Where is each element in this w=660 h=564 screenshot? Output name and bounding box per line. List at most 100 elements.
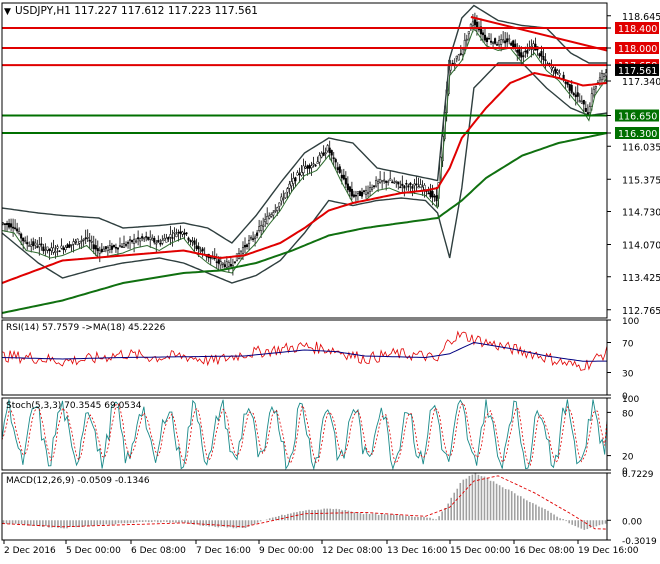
candle-body xyxy=(135,240,138,243)
candle-body xyxy=(106,247,109,251)
candle-body xyxy=(584,107,587,112)
candle-body xyxy=(336,167,339,171)
candle-body xyxy=(381,180,384,182)
candle-body xyxy=(78,241,81,244)
candle-body xyxy=(175,233,178,237)
candle-body xyxy=(116,247,120,250)
candle-body xyxy=(504,40,507,44)
candle-body xyxy=(16,228,19,232)
candle-body xyxy=(492,42,495,44)
candle-body xyxy=(169,234,172,238)
candle-body xyxy=(481,32,485,36)
candle-body xyxy=(100,248,103,252)
candle-body xyxy=(461,49,464,55)
candle-body xyxy=(72,241,75,245)
candle-body xyxy=(362,190,366,192)
candle-body xyxy=(538,53,541,57)
candle-body xyxy=(195,245,198,249)
candle-body xyxy=(494,38,497,44)
candle-body xyxy=(435,195,438,202)
candle-body xyxy=(496,44,499,46)
candle-body xyxy=(338,166,341,173)
candle-body xyxy=(576,92,579,97)
rsi-tick-label: 70 xyxy=(622,340,634,350)
candle-body xyxy=(473,19,476,26)
candle-body xyxy=(510,42,513,46)
candle-body xyxy=(417,186,420,189)
level-price-label-bg xyxy=(615,22,659,34)
candle-body xyxy=(421,186,424,191)
candle-body xyxy=(324,152,327,155)
candle-body xyxy=(556,70,559,73)
candle-body xyxy=(479,26,483,35)
candle-body xyxy=(239,250,243,256)
candle-body xyxy=(24,240,27,242)
candle-body xyxy=(282,198,285,200)
candle-body xyxy=(296,172,299,176)
candle-body xyxy=(187,237,190,241)
candle-body xyxy=(3,223,7,226)
candle-body xyxy=(179,231,182,234)
candle-body xyxy=(155,242,158,245)
rsi-ma-line xyxy=(1,341,607,362)
candle-body xyxy=(52,247,55,253)
candle-body xyxy=(314,164,317,167)
candle-body xyxy=(44,249,47,251)
y-tick-label: 114.070 xyxy=(622,241,660,252)
macd-label: MACD(12,26,9) -0.0509 -0.1346 xyxy=(6,476,150,486)
candle-body xyxy=(250,237,253,240)
candle-body xyxy=(304,166,307,169)
candle-body xyxy=(38,244,41,248)
candle-body xyxy=(28,245,31,247)
candle-body xyxy=(375,179,378,187)
candle-body xyxy=(308,165,311,169)
candle-body xyxy=(108,245,111,250)
candle-body xyxy=(326,145,329,152)
candle-body xyxy=(60,245,63,249)
candle-body xyxy=(371,187,374,190)
candle-body xyxy=(588,106,591,113)
candle-body xyxy=(485,37,489,43)
candle-body xyxy=(403,185,406,189)
stoch-tick-label: 0 xyxy=(622,467,628,477)
candle-body xyxy=(542,55,545,60)
candle-body xyxy=(566,82,569,85)
candle-body xyxy=(256,232,259,236)
candle-body xyxy=(120,246,124,248)
candle-body xyxy=(487,38,491,40)
candle-body xyxy=(552,67,555,72)
x-tick-label: 15 Dec 00:00 xyxy=(450,546,511,556)
candle-body xyxy=(131,240,134,243)
candle-body xyxy=(526,50,529,54)
candle-body xyxy=(568,83,571,91)
candle-body xyxy=(270,214,273,217)
red-moving-average-line xyxy=(1,71,608,284)
candle-body xyxy=(159,242,162,245)
y-tick-label: 112.765 xyxy=(622,306,660,317)
candle-body xyxy=(294,177,297,182)
macd-signal-line xyxy=(1,475,608,530)
rsi-tick-label: 30 xyxy=(622,370,634,380)
candle-body xyxy=(20,233,23,239)
candle-body xyxy=(594,85,597,89)
candle-body xyxy=(124,244,128,246)
triangle-down-icon[interactable]: ▼ xyxy=(4,7,11,17)
candle-body xyxy=(32,241,35,246)
candle-body xyxy=(427,192,430,195)
candle-body xyxy=(92,244,95,250)
level-price-label: 118.000 xyxy=(618,44,657,55)
candle-body xyxy=(502,39,505,42)
candle-body xyxy=(312,163,315,165)
green-moving-average-line xyxy=(1,132,608,314)
candle-body xyxy=(245,244,249,247)
candle-body xyxy=(419,184,422,188)
candle-body xyxy=(306,165,309,169)
candle-body xyxy=(219,261,222,266)
candle-body xyxy=(96,248,99,252)
stoch-main-line xyxy=(1,399,608,471)
candle-body xyxy=(334,159,337,163)
candle-body xyxy=(98,250,101,254)
x-tick-label: 2 Dec 2016 xyxy=(4,546,56,556)
